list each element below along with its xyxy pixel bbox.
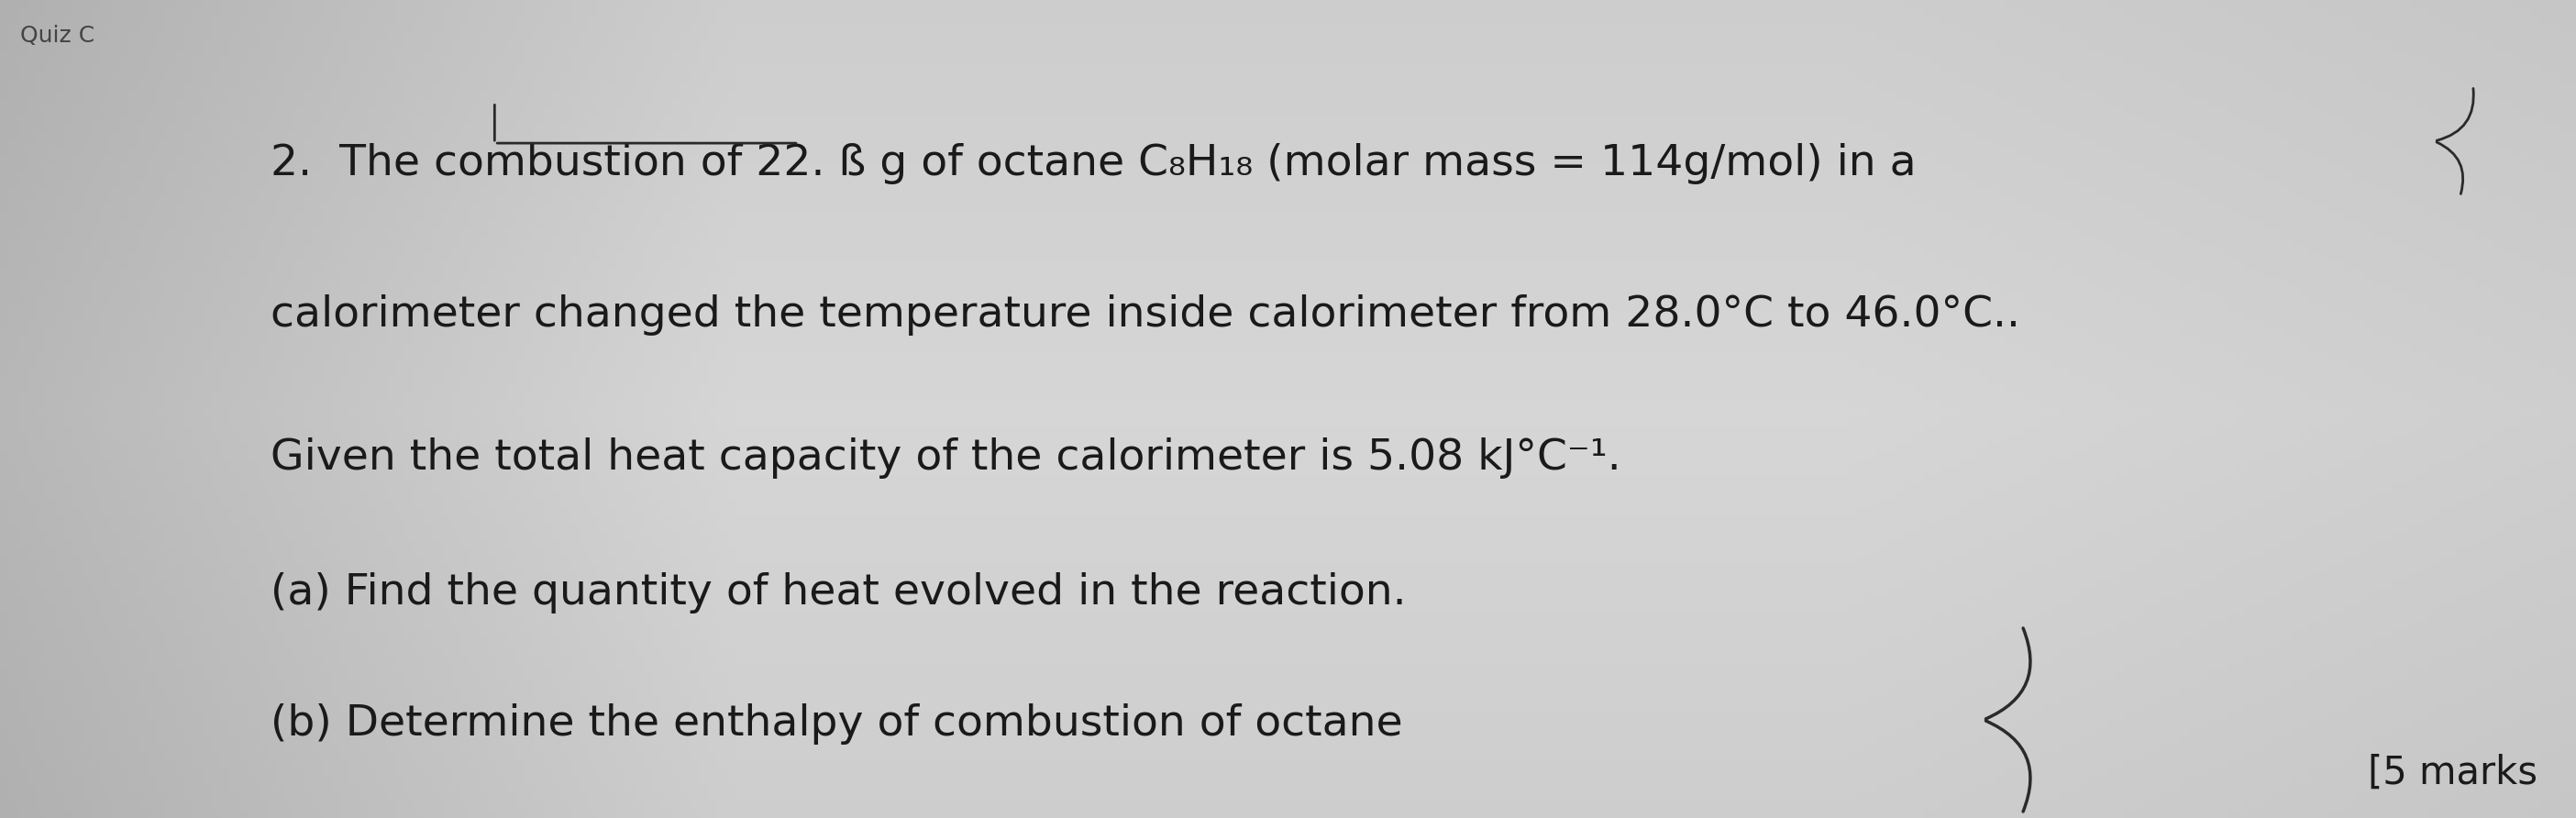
Text: 2.  The combustion of 22. ß g of octane C₈H₁₈ (molar mass = 114g/mol) in a: 2. The combustion of 22. ß g of octane C…	[270, 143, 1917, 184]
Text: (b) Determine the enthalpy of combustion of octane: (b) Determine the enthalpy of combustion…	[270, 703, 1404, 744]
Text: (a) Find the quantity of heat evolved in the reaction.: (a) Find the quantity of heat evolved in…	[270, 573, 1406, 614]
Text: calorimeter changed the temperature inside calorimeter from 28.0°C to 46.0°C..: calorimeter changed the temperature insi…	[270, 294, 2020, 335]
Text: Given the total heat capacity of the calorimeter is 5.08 kJ°C⁻¹.: Given the total heat capacity of the cal…	[270, 438, 1620, 479]
Text: Quiz C: Quiz C	[21, 25, 95, 47]
Text: [5 marks: [5 marks	[2367, 753, 2537, 793]
